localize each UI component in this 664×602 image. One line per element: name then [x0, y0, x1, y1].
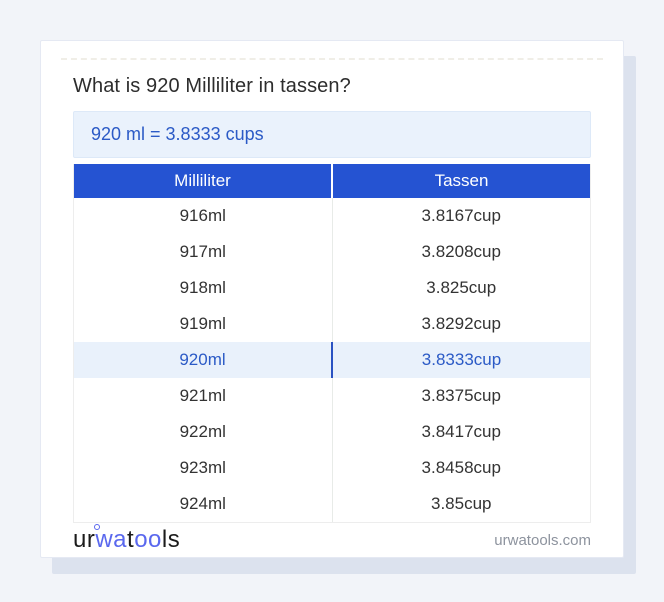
card-top-dashed-divider — [61, 58, 603, 60]
table-row-current: 920ml 3.8333cup — [74, 342, 590, 378]
ml-value: 918ml — [74, 270, 333, 306]
logo-part-t: t — [127, 526, 135, 553]
card-footer: urwatools urwatools.com — [73, 523, 591, 557]
table-row: 918ml 3.825cup — [74, 270, 590, 306]
table-row: 919ml 3.8292cup — [74, 306, 590, 342]
cup-value: 3.8458cup — [421, 458, 501, 477]
table-header-tassen: Tassen — [434, 171, 489, 190]
page-title: What is 920 Milliliter in tassen? — [73, 75, 351, 97]
logo-part-ur: ur — [73, 526, 96, 553]
table-row: 924ml 3.85cup — [74, 486, 590, 522]
urwatools-logo[interactable]: urwatools — [73, 524, 181, 553]
ml-value: 921ml — [74, 378, 333, 414]
table-row: 922ml 3.8417cup — [74, 414, 590, 450]
ml-value: 919ml — [74, 306, 333, 342]
conversion-card: What is 920 Milliliter in tassen? 920 ml… — [40, 40, 624, 558]
ml-value: 924ml — [74, 486, 333, 522]
table-header-milliliter: Milliliter — [74, 164, 333, 198]
conversion-table: Milliliter Tassen 916ml 3.8167cup 917ml … — [73, 164, 591, 523]
table-row: 923ml 3.8458cup — [74, 450, 590, 486]
table-row: 917ml 3.8208cup — [74, 234, 590, 270]
cup-value: 3.8292cup — [421, 314, 501, 333]
cup-value: 3.825cup — [426, 278, 497, 297]
ml-value: 917ml — [74, 234, 333, 270]
table-row: 921ml 3.8375cup — [74, 378, 590, 414]
table-header-row: Milliliter Tassen — [74, 164, 590, 198]
cup-value: 3.8375cup — [421, 386, 501, 405]
ml-value: 923ml — [74, 450, 333, 486]
ml-value: 916ml — [74, 198, 333, 234]
logo-part-oo: oo — [134, 526, 162, 553]
logo-part-ls: ls — [161, 526, 181, 553]
ml-value: 922ml — [74, 414, 333, 450]
cup-value: 3.8208cup — [421, 242, 501, 261]
conversion-result-box: 920 ml = 3.8333 cups — [73, 111, 591, 158]
cup-value: 3.8167cup — [421, 206, 501, 225]
conversion-result-text: 920 ml = 3.8333 cups — [91, 124, 264, 144]
site-domain-text: urwatools.com — [494, 531, 591, 549]
cup-value: 3.85cup — [431, 494, 492, 513]
ml-value: 920ml — [74, 342, 333, 378]
cup-value: 3.8333cup — [421, 350, 502, 369]
cup-value: 3.8417cup — [421, 422, 501, 441]
table-row: 916ml 3.8167cup — [74, 198, 590, 234]
logo-part-wa: wa — [94, 524, 128, 553]
